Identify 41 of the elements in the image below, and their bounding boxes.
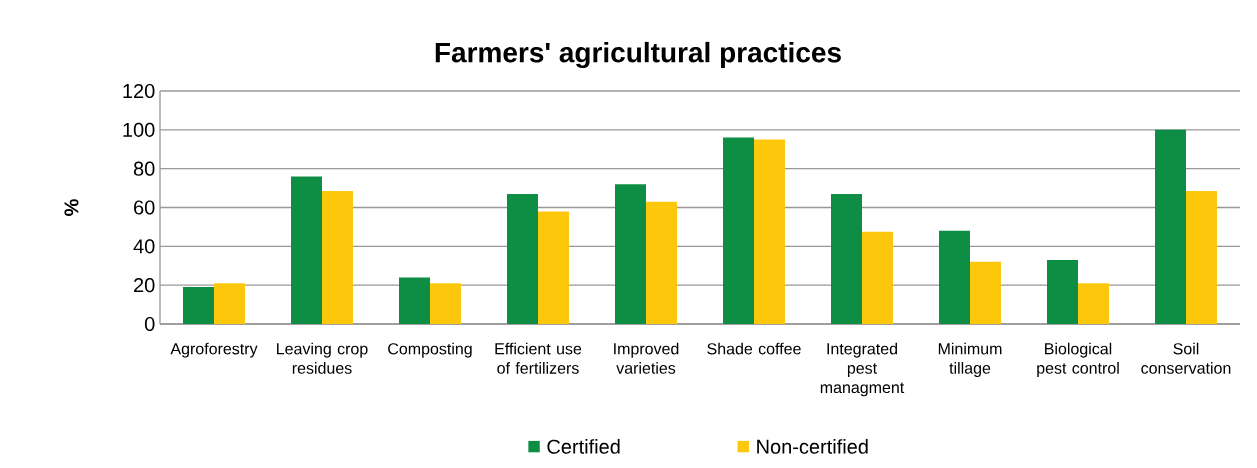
bar (723, 137, 754, 324)
bar (646, 201, 677, 324)
x-tick-label: Composting (388, 342, 472, 358)
x-tick-label: Agroforestry (170, 342, 258, 358)
bar (507, 193, 538, 324)
x-tick-label: Improved varieties (614, 342, 679, 374)
x-tick-label: Integrated pest managment (820, 342, 905, 397)
legend-label: Non-certified (757, 439, 868, 454)
bar (615, 184, 647, 324)
bar (538, 211, 569, 324)
y-tick-label: 80 (133, 161, 155, 176)
y-tick-label: 40 (133, 239, 155, 254)
y-axis-title: % (64, 199, 79, 216)
bar (1078, 283, 1109, 324)
bar (754, 139, 785, 324)
x-tick-label: Shade coffee (707, 342, 801, 355)
bar (399, 277, 430, 324)
chart-title: Farmers' agricultural practices (435, 41, 841, 69)
bar (970, 261, 1002, 324)
y-tick-label: 20 (134, 278, 155, 293)
x-tick-label: Soil conservation (1141, 342, 1231, 374)
bar (1155, 129, 1187, 324)
y-tick-label: 60 (134, 200, 155, 215)
bar (183, 287, 214, 324)
x-tick-label: Minimum tillage (938, 342, 1002, 377)
x-tick-label: Leaving crop residues (277, 342, 368, 374)
y-tick-label: 0 (144, 316, 155, 332)
bar (939, 230, 971, 324)
y-tick-label: 100 (123, 122, 155, 137)
x-tick-label: Biological pest control (1037, 342, 1119, 377)
bar (1047, 259, 1079, 324)
bar (1186, 190, 1218, 324)
bar (862, 231, 894, 324)
y-tick-label: 120 (123, 83, 155, 99)
bar (831, 193, 862, 324)
bar (430, 283, 461, 324)
legend-label: Certified (547, 439, 620, 454)
bar (214, 283, 245, 324)
x-tick-label: Efficient use of fertilizers (495, 342, 582, 374)
bar (291, 176, 322, 324)
bar (322, 190, 353, 324)
